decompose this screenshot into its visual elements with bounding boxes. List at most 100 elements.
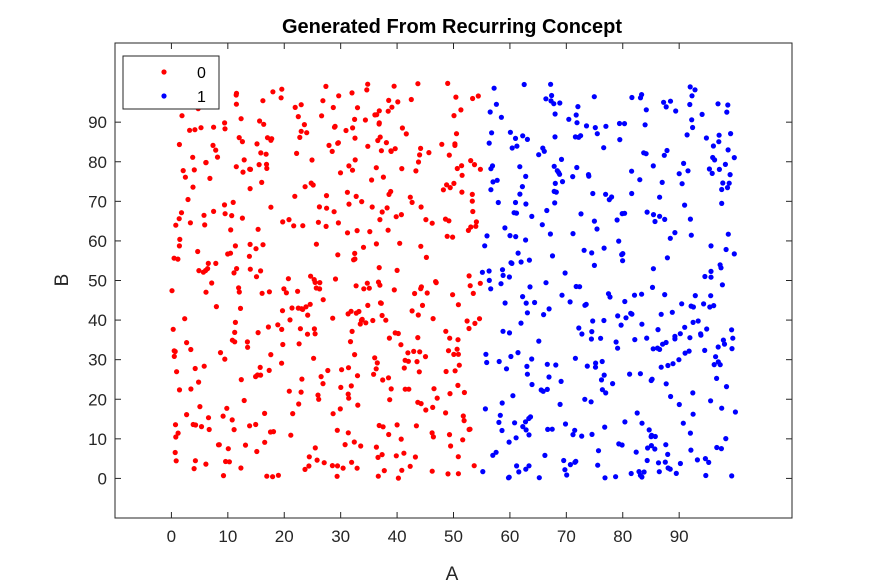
data-point-class-0 xyxy=(172,449,178,456)
data-point-class-0 xyxy=(383,140,389,146)
data-point-class-0 xyxy=(173,434,179,440)
data-point-class-1 xyxy=(494,177,500,183)
data-point-class-1 xyxy=(648,434,654,440)
data-point-class-0 xyxy=(455,382,461,388)
data-point-class-0 xyxy=(451,351,457,357)
data-point-class-0 xyxy=(375,473,381,479)
data-point-class-1 xyxy=(639,420,645,426)
data-point-class-1 xyxy=(570,231,576,237)
data-point-class-1 xyxy=(495,199,501,206)
data-point-class-1 xyxy=(616,238,622,244)
data-point-class-0 xyxy=(451,113,457,119)
data-point-class-0 xyxy=(392,146,398,152)
data-point-class-0 xyxy=(360,244,367,250)
data-point-class-0 xyxy=(278,95,284,101)
data-point-class-1 xyxy=(648,443,655,449)
data-point-class-1 xyxy=(655,460,662,466)
data-point-class-0 xyxy=(259,290,265,296)
data-point-class-0 xyxy=(335,140,341,146)
data-point-class-0 xyxy=(418,243,424,249)
data-point-class-1 xyxy=(489,163,496,169)
data-point-class-1 xyxy=(642,122,648,128)
data-point-class-0 xyxy=(316,396,322,402)
data-point-class-1 xyxy=(559,179,566,185)
data-point-class-0 xyxy=(210,142,216,148)
data-point-class-0 xyxy=(295,288,301,294)
data-point-class-1 xyxy=(486,140,492,146)
data-point-class-1 xyxy=(517,164,523,170)
data-point-class-1 xyxy=(703,472,709,479)
data-point-class-0 xyxy=(458,107,464,113)
data-point-class-1 xyxy=(655,327,661,333)
data-point-class-1 xyxy=(557,100,563,106)
data-point-class-0 xyxy=(418,401,424,407)
data-point-class-0 xyxy=(206,426,212,433)
data-point-class-0 xyxy=(398,212,404,218)
data-point-class-1 xyxy=(689,117,695,123)
data-point-class-0 xyxy=(380,377,386,383)
x-tick-label: 40 xyxy=(388,527,407,546)
data-point-class-1 xyxy=(529,213,535,219)
data-point-class-1 xyxy=(713,354,719,360)
data-point-class-0 xyxy=(362,117,368,123)
data-point-class-1 xyxy=(524,371,531,377)
data-point-class-0 xyxy=(455,337,461,343)
data-point-class-0 xyxy=(297,326,303,332)
data-point-class-0 xyxy=(423,217,429,223)
data-point-class-0 xyxy=(279,326,285,332)
data-point-class-0 xyxy=(448,443,454,449)
x-tick-label: 60 xyxy=(500,527,519,546)
data-point-class-1 xyxy=(493,101,499,107)
data-point-class-0 xyxy=(323,223,329,229)
data-point-class-1 xyxy=(573,283,579,290)
data-point-class-0 xyxy=(241,397,247,404)
data-point-class-1 xyxy=(595,448,602,454)
data-points xyxy=(169,80,739,481)
data-point-class-1 xyxy=(662,459,668,465)
data-point-class-0 xyxy=(424,290,430,296)
data-point-class-0 xyxy=(467,283,473,289)
data-point-class-1 xyxy=(574,164,580,171)
data-point-class-0 xyxy=(366,285,372,291)
data-point-class-1 xyxy=(679,301,685,307)
data-point-class-0 xyxy=(393,214,399,220)
data-point-class-0 xyxy=(352,116,358,122)
data-point-class-1 xyxy=(561,457,567,464)
data-point-class-0 xyxy=(395,475,401,481)
data-point-class-0 xyxy=(348,383,354,389)
data-point-class-0 xyxy=(329,463,335,469)
data-point-class-0 xyxy=(372,355,378,361)
data-point-class-0 xyxy=(222,211,228,217)
data-point-class-1 xyxy=(523,300,529,306)
data-point-class-0 xyxy=(381,468,387,474)
data-point-class-0 xyxy=(369,177,375,183)
data-point-class-1 xyxy=(513,234,519,240)
data-point-class-0 xyxy=(198,125,204,131)
data-point-class-1 xyxy=(665,465,671,471)
data-point-class-0 xyxy=(443,410,449,416)
data-point-class-0 xyxy=(268,204,274,210)
data-point-class-0 xyxy=(376,422,382,429)
data-point-class-0 xyxy=(336,93,342,99)
data-point-class-0 xyxy=(379,452,385,458)
data-point-class-1 xyxy=(589,250,595,256)
data-point-class-1 xyxy=(702,347,708,353)
data-point-class-1 xyxy=(639,474,645,480)
data-point-class-0 xyxy=(320,381,326,387)
data-point-class-1 xyxy=(567,462,574,468)
data-point-class-0 xyxy=(291,223,297,229)
data-point-class-1 xyxy=(484,233,490,239)
data-point-class-0 xyxy=(217,350,224,356)
data-point-class-0 xyxy=(431,386,437,392)
data-point-class-0 xyxy=(345,430,351,436)
data-point-class-0 xyxy=(263,151,269,157)
data-point-class-1 xyxy=(572,134,579,140)
data-point-class-1 xyxy=(663,339,669,346)
data-point-class-1 xyxy=(708,243,714,249)
data-point-class-0 xyxy=(232,339,238,345)
data-point-class-1 xyxy=(486,277,492,283)
data-point-class-0 xyxy=(412,290,418,297)
data-point-class-0 xyxy=(229,417,235,423)
data-point-class-1 xyxy=(521,81,527,88)
data-point-class-0 xyxy=(346,395,352,401)
